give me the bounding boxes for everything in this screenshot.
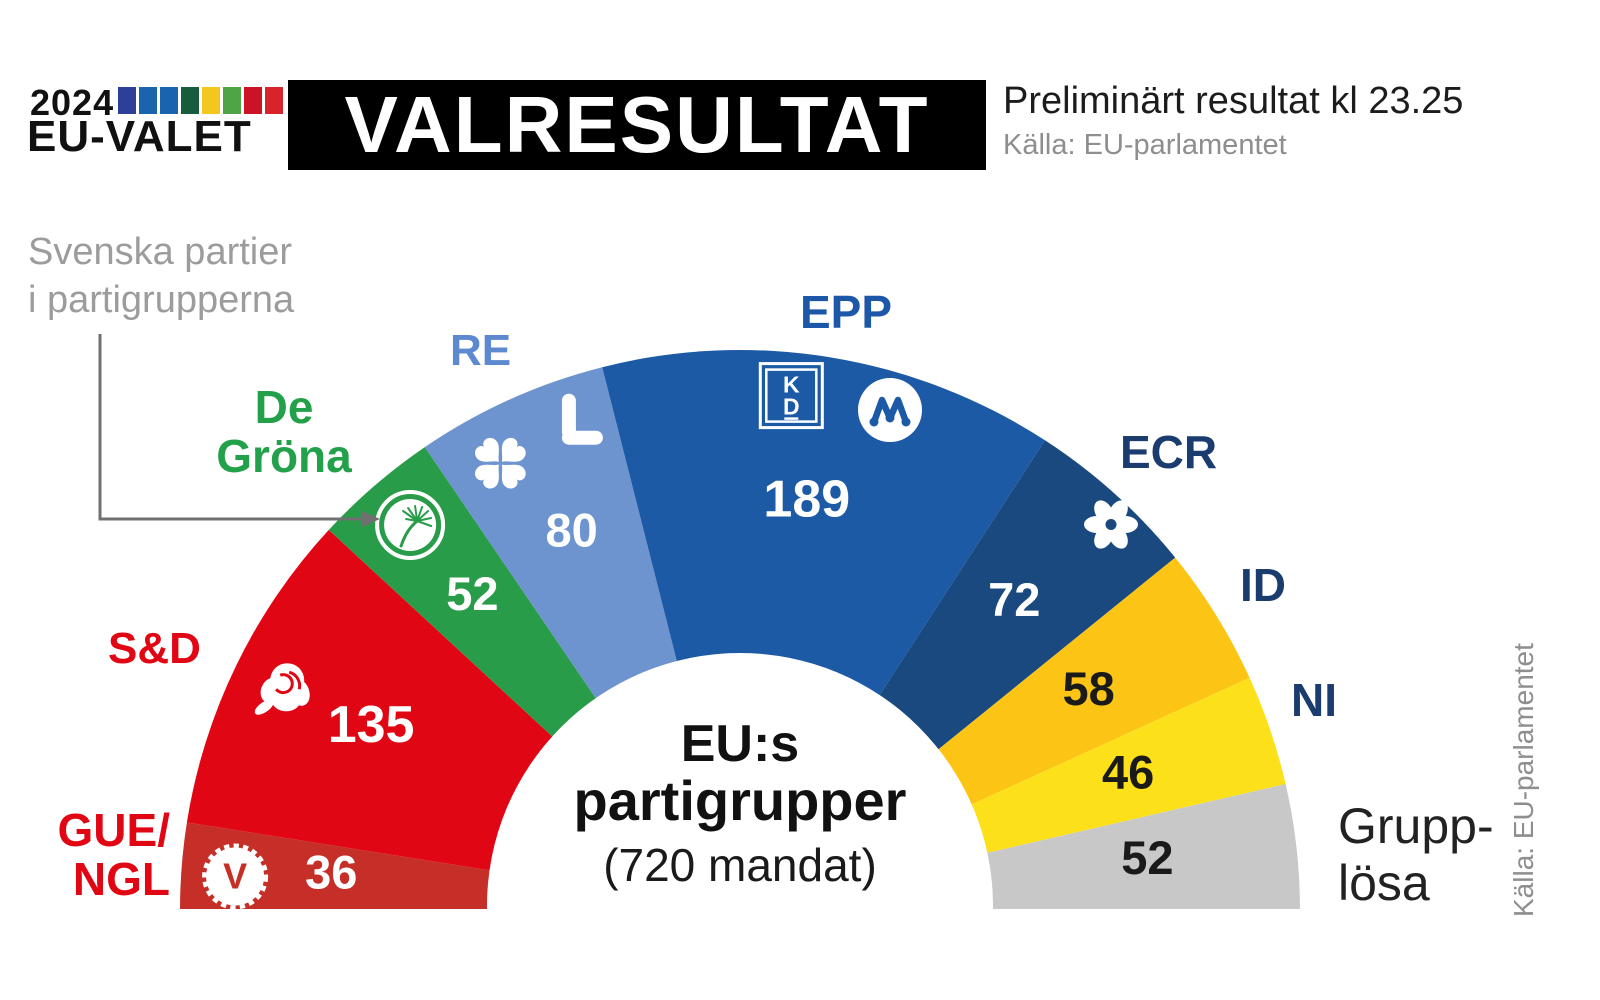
group-label-re: RE [450,326,512,375]
seat-count-greens: 52 [446,567,498,620]
year-label: 2024 [30,82,115,123]
seat-count-gue-ngl: 36 [305,845,357,898]
flag-square [223,87,241,114]
seat-count-re: 80 [545,504,597,557]
seat-count-ni: 46 [1102,746,1154,799]
brand-label: EU-VALET [27,112,252,161]
seat-count-idg: 58 [1062,662,1114,715]
flag-square [202,87,220,114]
group-label-snd: S&D [108,624,201,673]
annotation-swedish-parties: Svenska partier i partigrupperna [28,231,295,321]
group-label-gue-ngl: GUE/ NGL [57,804,170,905]
page-title: VALRESULTAT [344,80,930,169]
flag-square [244,87,262,114]
result-subtitle: Preliminärt resultat kl 23.25 [1003,80,1464,122]
flag-square [160,87,178,114]
chart-title-line1: EU:s [680,715,800,773]
moderaterna-m-icon [858,378,922,442]
group-label-ecr: ECR [1120,426,1218,478]
chart-subtitle: (720 mandat) [603,839,877,891]
group-label-greens: De Gröna [216,381,352,482]
group-label-epp: EPP [800,286,893,338]
miljopartiet-icon [375,490,446,560]
title-banner: VALRESULTAT [288,80,986,170]
flag-square [265,87,283,114]
chart-title-line2: partigrupper [573,769,907,832]
annotation-arrow [98,334,380,527]
group-label-grupplosa: Grupp- lösa [1338,798,1494,911]
chart-baseline-mask [0,909,1600,1000]
seat-count-epp: 189 [763,471,850,529]
group-label-idg: ID [1240,559,1286,611]
seat-count-snd: 135 [328,696,415,754]
seat-count-grupplosa: 52 [1121,831,1173,884]
seat-count-ecr: 72 [988,573,1040,626]
source-label: Källa: EU-parlamentet [1003,129,1287,161]
flag-square [181,87,199,114]
eu-flag-color-strip [118,87,283,114]
group-label-ni: NI [1291,674,1337,726]
flag-square [139,87,157,114]
vansterpartiet-icon [206,848,264,906]
flag-square [118,87,136,114]
side-source-label: Källa: EU-parlamentet [1508,643,1539,917]
